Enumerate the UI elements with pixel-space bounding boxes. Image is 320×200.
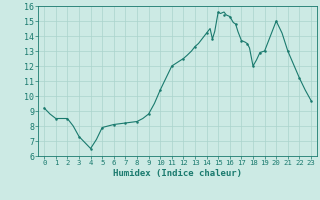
X-axis label: Humidex (Indice chaleur): Humidex (Indice chaleur) bbox=[113, 169, 242, 178]
